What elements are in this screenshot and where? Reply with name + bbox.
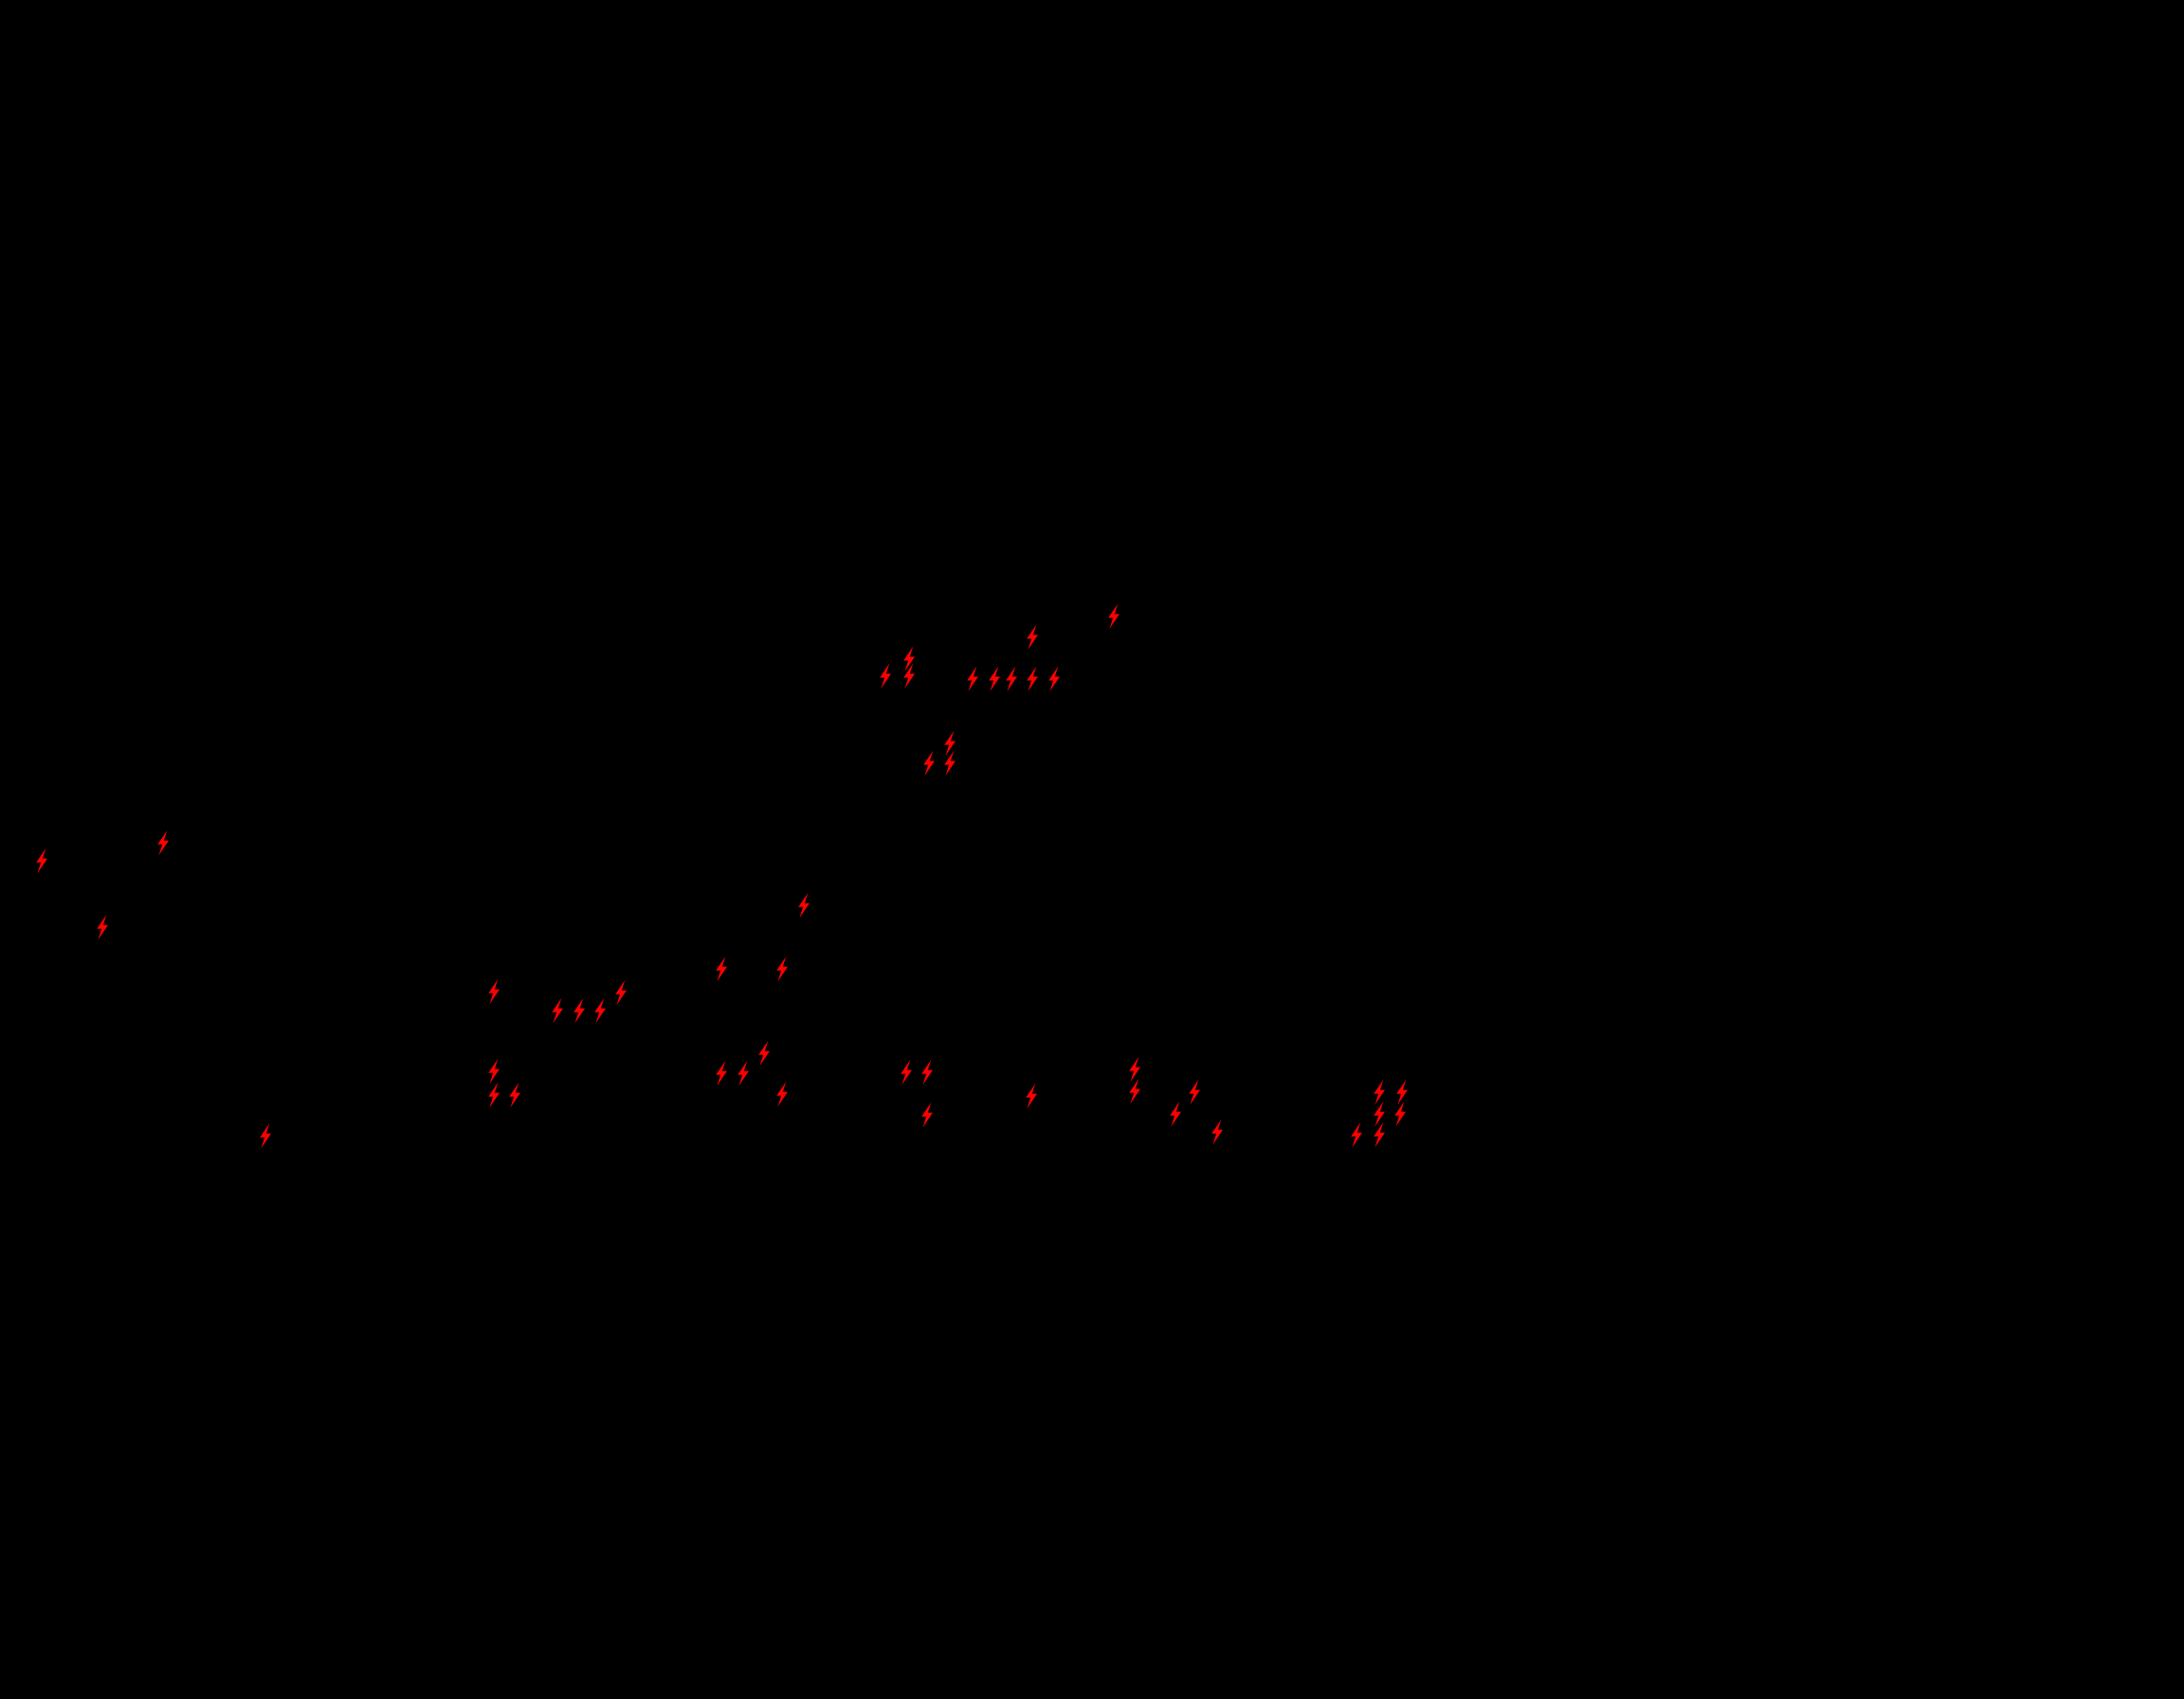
lightning-bolt-icon xyxy=(771,1075,793,1113)
lightning-bolt-icon xyxy=(1368,1095,1391,1133)
lightning-bolt-icon xyxy=(1368,1116,1391,1154)
lightning-bolt-icon xyxy=(1102,597,1125,635)
lightning-bolt-icon xyxy=(710,1054,733,1092)
lightning-bolt-icon xyxy=(482,973,505,1011)
lightning-bolt-icon xyxy=(1020,1077,1043,1115)
lightning-bolt-icon xyxy=(1021,660,1044,698)
lightning-bolt-icon xyxy=(771,950,793,988)
lightning-bolt-icon xyxy=(916,1053,938,1091)
lightning-bolt-icon xyxy=(874,657,897,695)
lightning-bolt-icon xyxy=(732,1054,755,1092)
lightning-bolt-icon xyxy=(1183,1073,1206,1111)
lightning-bolt-icon xyxy=(503,1076,526,1114)
lightning-bolt-icon xyxy=(1123,1050,1146,1088)
lightning-bolt-icon xyxy=(1164,1095,1187,1133)
lightning-bolt-icon xyxy=(482,1052,505,1090)
lightning-bolt-icon xyxy=(898,657,920,695)
lightning-bolt-icon xyxy=(792,886,815,924)
lightning-bolt-icon xyxy=(610,974,632,1012)
lightning-bolt-icon xyxy=(1389,1095,1411,1133)
lightning-bolt-icon xyxy=(1206,1113,1228,1151)
lightning-bolt-icon xyxy=(546,992,569,1030)
lightning-bolt-icon xyxy=(1123,1072,1146,1110)
lightning-bolt-icon xyxy=(254,1117,277,1155)
lightning-bolt-icon xyxy=(961,660,984,698)
lightning-bolt-icon xyxy=(589,992,611,1030)
lightning-bolt-icon xyxy=(1345,1116,1368,1154)
lightning-bolt-icon xyxy=(898,640,920,678)
lightning-bolt-icon xyxy=(1043,660,1065,698)
lightning-bolt-icon xyxy=(983,660,1006,698)
lightning-bolt-icon xyxy=(30,842,53,880)
lightning-bolt-icon xyxy=(938,744,961,782)
lightning-bolt-icon xyxy=(916,1096,938,1134)
lightning-bolt-icon xyxy=(1021,618,1044,656)
lightning-bolt-icon xyxy=(1391,1073,1413,1111)
lightning-bolt-icon xyxy=(938,724,961,762)
lightning-bolt-icon xyxy=(895,1053,918,1091)
lightning-bolt-icon xyxy=(1368,1073,1391,1111)
lightning-bolt-icon xyxy=(710,950,733,988)
lightning-bolt-icon xyxy=(753,1034,775,1072)
lightning-bolt-icon xyxy=(152,824,174,862)
lightning-bolt-icon xyxy=(918,744,940,782)
lightning-bolt-icon xyxy=(91,908,114,946)
lightning-bolt-icon xyxy=(1000,660,1023,698)
lightning-bolt-icon xyxy=(482,1076,505,1114)
lightning-bolt-icon xyxy=(568,992,591,1030)
